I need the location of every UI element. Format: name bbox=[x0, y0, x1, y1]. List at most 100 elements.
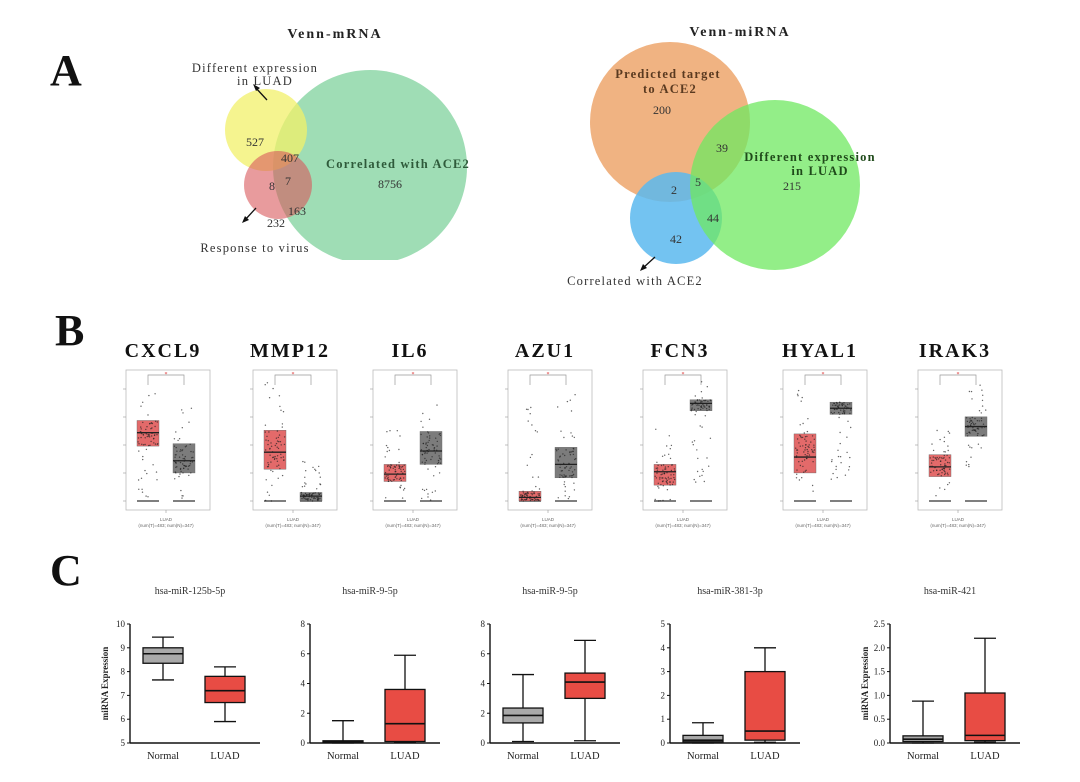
data-point bbox=[404, 470, 406, 473]
data-point bbox=[831, 459, 833, 461]
data-point bbox=[666, 483, 669, 485]
data-point bbox=[302, 460, 304, 463]
data-point bbox=[670, 469, 673, 472]
data-point bbox=[144, 437, 146, 439]
data-point bbox=[944, 463, 946, 465]
data-point bbox=[812, 461, 814, 463]
data-point bbox=[563, 483, 565, 486]
data-point bbox=[534, 430, 537, 432]
data-point bbox=[435, 437, 437, 439]
gene-title-fcn3: FCN3 bbox=[650, 340, 710, 362]
data-point bbox=[947, 483, 949, 486]
data-point bbox=[568, 496, 571, 498]
data-point bbox=[303, 485, 306, 487]
x-category-label-normal: Normal bbox=[327, 751, 359, 762]
data-point bbox=[662, 485, 664, 487]
data-point bbox=[176, 450, 178, 452]
data-point bbox=[797, 389, 800, 392]
data-point bbox=[835, 468, 837, 471]
data-point bbox=[140, 428, 142, 430]
data-point bbox=[832, 413, 834, 415]
data-point bbox=[427, 450, 429, 453]
data-point bbox=[844, 410, 846, 412]
data-point bbox=[564, 486, 566, 488]
data-point bbox=[392, 467, 394, 469]
data-point bbox=[695, 481, 697, 483]
data-point bbox=[439, 434, 442, 437]
data-point bbox=[557, 497, 559, 499]
y-tick-label: 5 bbox=[661, 619, 666, 629]
data-point bbox=[943, 436, 946, 438]
data-point bbox=[666, 445, 668, 447]
data-point bbox=[179, 461, 182, 464]
data-point bbox=[270, 500, 273, 502]
data-point bbox=[387, 465, 389, 468]
data-point bbox=[977, 432, 979, 435]
data-point bbox=[796, 393, 799, 395]
data-point bbox=[984, 425, 986, 428]
data-point bbox=[314, 497, 316, 500]
data-point bbox=[977, 426, 980, 428]
data-point bbox=[803, 459, 806, 461]
data-point bbox=[384, 456, 386, 458]
data-point bbox=[940, 464, 942, 466]
data-point bbox=[279, 468, 281, 470]
data-point bbox=[274, 457, 276, 460]
data-point bbox=[304, 482, 306, 484]
data-point bbox=[394, 469, 396, 471]
venn-label-virus: Response to virus bbox=[200, 241, 309, 255]
sample-count-label: (num(T)=483; num(N)=347) bbox=[795, 523, 851, 528]
data-point bbox=[314, 492, 317, 494]
data-point bbox=[151, 427, 153, 429]
data-point bbox=[694, 401, 697, 403]
data-point bbox=[524, 493, 526, 496]
data-point bbox=[425, 443, 427, 445]
data-point bbox=[813, 438, 815, 440]
data-point bbox=[400, 479, 402, 482]
data-point bbox=[393, 465, 395, 467]
data-point bbox=[807, 450, 809, 453]
data-point bbox=[701, 401, 703, 403]
data-point bbox=[522, 495, 524, 497]
data-point bbox=[529, 495, 531, 498]
data-point bbox=[664, 466, 667, 468]
data-point bbox=[177, 460, 180, 462]
data-point bbox=[530, 492, 532, 495]
data-point bbox=[420, 449, 423, 451]
data-point bbox=[813, 449, 816, 451]
data-point bbox=[669, 457, 672, 460]
data-point bbox=[673, 468, 676, 470]
data-point bbox=[573, 482, 575, 484]
data-point bbox=[393, 479, 396, 481]
tumor-box bbox=[263, 430, 287, 470]
data-point bbox=[930, 462, 933, 464]
data-point bbox=[148, 394, 150, 397]
data-point bbox=[664, 468, 666, 470]
data-point bbox=[141, 491, 144, 493]
data-point bbox=[428, 448, 430, 451]
data-point bbox=[319, 492, 321, 494]
data-point bbox=[526, 491, 529, 494]
data-point bbox=[182, 412, 184, 414]
data-point bbox=[935, 457, 937, 460]
data-point bbox=[178, 438, 181, 440]
data-point bbox=[146, 426, 148, 428]
data-point bbox=[396, 478, 398, 480]
data-point bbox=[189, 443, 191, 445]
plot-frame bbox=[642, 369, 728, 511]
data-point bbox=[396, 430, 398, 432]
data-point bbox=[173, 438, 176, 440]
region-virus-only: 232 bbox=[267, 216, 285, 230]
data-point bbox=[574, 469, 576, 471]
data-point bbox=[309, 499, 312, 501]
panel-letter-a: A bbox=[50, 46, 82, 95]
data-point bbox=[555, 448, 557, 450]
data-point bbox=[421, 488, 424, 491]
data-point bbox=[276, 455, 279, 457]
data-point bbox=[943, 451, 945, 453]
data-point bbox=[400, 470, 402, 473]
data-point bbox=[276, 465, 278, 467]
data-point bbox=[971, 447, 973, 449]
venn-label-diff-2: in LUAD bbox=[791, 164, 848, 178]
y-tick-label: 2.5 bbox=[874, 619, 886, 629]
